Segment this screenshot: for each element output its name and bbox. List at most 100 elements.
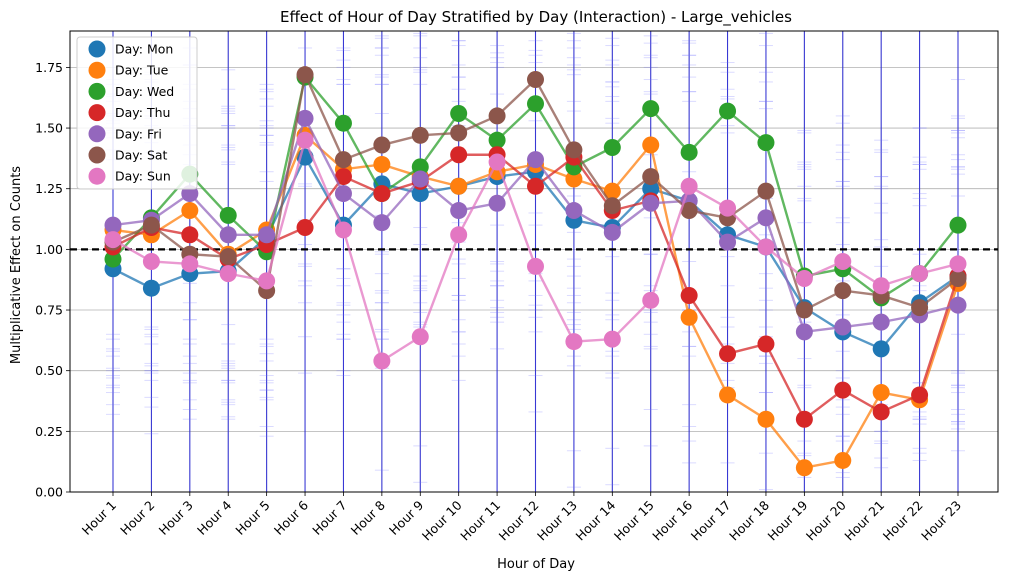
y-axis-label: Multiplicative Effect on Counts — [9, 166, 24, 364]
data-point — [373, 214, 391, 232]
legend-box — [76, 36, 198, 190]
x-axis-label: Hour of Day — [497, 557, 575, 572]
data-point — [911, 386, 929, 404]
data-point — [142, 253, 160, 270]
data-point — [795, 301, 813, 319]
legend-label: Day: Sat — [115, 148, 168, 163]
data-point — [834, 451, 852, 469]
data-point — [795, 269, 813, 287]
data-point — [411, 126, 429, 144]
data-point — [757, 335, 775, 353]
data-point — [872, 313, 890, 331]
data-point — [642, 180, 660, 198]
data-point — [603, 223, 621, 241]
data-point — [334, 168, 352, 186]
data-point — [181, 226, 199, 244]
data-point — [411, 328, 429, 346]
data-point — [680, 177, 698, 195]
legend: Day: Mon Day: Tue Day: Wed Day: Thu Day: Fri… — [76, 36, 198, 190]
data-point — [219, 248, 237, 266]
data-point — [642, 291, 660, 309]
data-point — [834, 253, 852, 270]
y-tick-label: 1.50 — [35, 121, 63, 136]
data-point — [642, 100, 660, 118]
data-point — [450, 202, 468, 220]
data-point — [834, 318, 852, 336]
data-point — [296, 131, 314, 149]
data-point — [219, 206, 237, 224]
legend-marker — [88, 167, 106, 185]
data-point — [104, 250, 122, 268]
data-point — [411, 158, 429, 176]
data-point — [334, 221, 352, 239]
data-point — [411, 170, 429, 188]
legend-marker — [88, 40, 106, 58]
data-point — [450, 226, 468, 244]
legend-marker — [88, 82, 106, 100]
legend-marker — [88, 125, 106, 143]
data-point — [642, 168, 660, 186]
data-point — [258, 272, 276, 290]
data-point — [565, 202, 583, 220]
data-point — [373, 155, 391, 173]
data-point — [757, 410, 775, 428]
y-tick-label: 0.50 — [35, 363, 63, 378]
data-point — [565, 141, 583, 159]
y-tick-label: 0.00 — [35, 485, 63, 500]
data-point — [450, 177, 468, 195]
data-point — [603, 138, 621, 156]
data-point — [757, 209, 775, 227]
data-point — [719, 102, 737, 120]
data-point — [334, 151, 352, 169]
legend-label: Day: Tue — [115, 63, 169, 78]
data-point — [181, 255, 199, 273]
data-point — [603, 182, 621, 200]
data-point — [450, 146, 468, 164]
data-point — [373, 136, 391, 154]
data-point — [757, 182, 775, 200]
data-point — [565, 170, 583, 188]
series-dayfri — [104, 109, 967, 341]
data-point — [296, 66, 314, 84]
data-point — [680, 202, 698, 220]
data-point — [834, 381, 852, 399]
data-point — [527, 71, 544, 89]
data-point — [527, 177, 544, 195]
y-tick-label: 0.25 — [35, 424, 63, 439]
data-point — [680, 308, 698, 326]
data-point — [795, 459, 813, 477]
legend-marker — [88, 104, 106, 122]
data-point — [104, 216, 122, 234]
data-point — [450, 124, 468, 142]
data-point — [949, 255, 967, 273]
data-point — [719, 233, 737, 251]
data-point — [373, 352, 391, 370]
data-point — [795, 410, 813, 428]
data-point — [834, 282, 852, 300]
y-tick-label: 0.75 — [35, 303, 63, 318]
legend-label: Day: Mon — [115, 42, 173, 57]
legend-marker — [88, 146, 106, 164]
data-point — [719, 386, 737, 404]
data-point — [527, 151, 544, 169]
data-point — [527, 257, 544, 275]
data-point — [719, 199, 737, 217]
data-point — [872, 277, 890, 295]
data-point — [795, 323, 813, 341]
data-point — [488, 194, 506, 212]
data-point — [757, 134, 775, 152]
data-point — [373, 185, 391, 203]
data-point — [603, 330, 621, 348]
data-point — [949, 269, 967, 287]
data-point — [488, 153, 506, 171]
data-point — [949, 296, 967, 314]
data-point — [142, 279, 160, 297]
data-point — [642, 194, 660, 212]
data-point — [258, 226, 276, 244]
data-point — [872, 403, 890, 421]
data-point — [872, 340, 890, 358]
legend-label: Day: Wed — [115, 84, 174, 99]
data-point — [603, 197, 621, 215]
legend-label: Day: Fri — [115, 126, 162, 141]
